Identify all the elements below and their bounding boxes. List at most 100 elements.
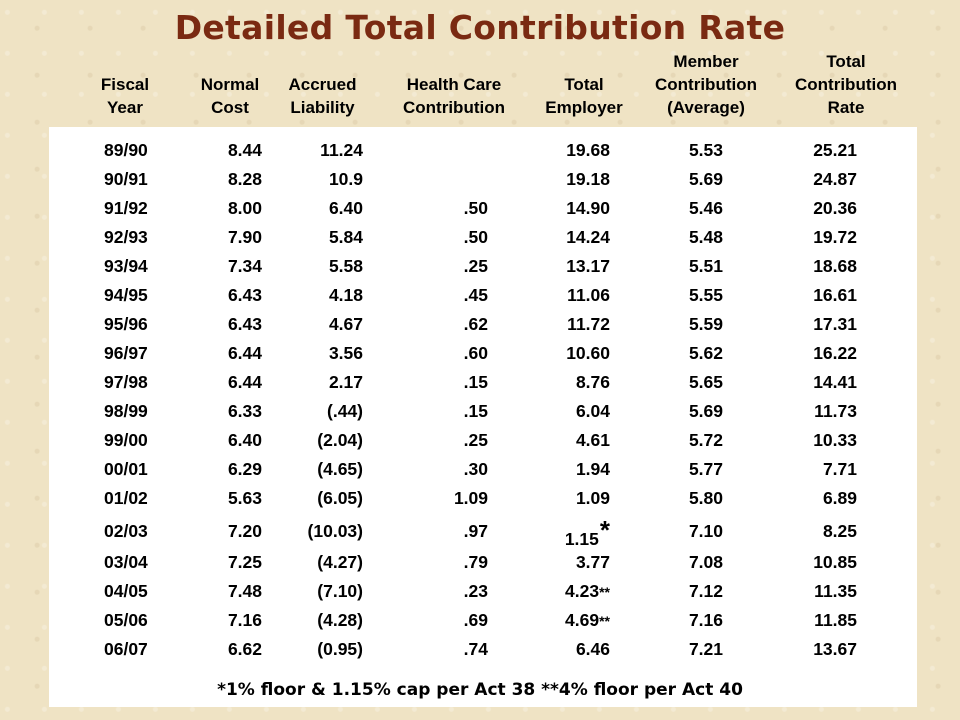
- header-normal-cost: Normal Cost: [200, 75, 260, 117]
- cell-normal-cost: 7.16: [227, 610, 262, 630]
- cell-fiscal-year: 93/94: [104, 256, 148, 276]
- cell-total-rate: 16.22: [813, 343, 857, 363]
- header-total-employer: Total Employer: [545, 75, 623, 117]
- cell-fiscal-year: 97/98: [104, 372, 148, 392]
- cell-health-care: .30: [463, 459, 488, 479]
- table-row: 99/00 6.40 (2.04) .25 4.61 5.72 10.33: [0, 430, 960, 460]
- cell-normal-cost: 6.43: [227, 314, 262, 334]
- cell-member-contribution: 7.10: [688, 521, 723, 541]
- footnote-marker: *: [599, 515, 610, 545]
- cell-member-contribution: 5.46: [688, 198, 723, 218]
- cell-accrued-liability: (10.03): [307, 521, 363, 541]
- cell-total-rate: 17.31: [813, 314, 857, 334]
- cell-normal-cost: 7.20: [227, 521, 262, 541]
- header-fiscal-year: Fiscal Year: [100, 75, 150, 117]
- cell-total-rate: 6.89: [822, 488, 857, 508]
- cell-accrued-liability: (4.27): [317, 552, 363, 572]
- cell-fiscal-year: 91/92: [104, 198, 148, 218]
- cell-member-contribution: 7.08: [688, 552, 723, 572]
- cell-accrued-liability: 3.56: [328, 343, 363, 363]
- cell-total-employer: 11.06: [567, 285, 610, 305]
- cell-member-contribution: 7.16: [688, 610, 723, 630]
- cell-total-employer: 6.46: [575, 639, 610, 659]
- cell-fiscal-year: 98/99: [104, 401, 148, 421]
- cell-total-employer: 4.69**: [565, 610, 610, 630]
- cell-health-care: .50: [463, 227, 488, 247]
- cell-total-employer: 13.17: [566, 256, 610, 276]
- cell-total-rate: 7.71: [822, 459, 857, 479]
- footnote-marker: **: [599, 613, 610, 629]
- table-row: 92/93 7.90 5.84 .50 14.24 5.48 19.72: [0, 227, 960, 257]
- cell-member-contribution: 5.77: [688, 459, 723, 479]
- cell-total-rate: 14.41: [813, 372, 857, 392]
- cell-normal-cost: 6.29: [227, 459, 262, 479]
- cell-health-care: .25: [463, 256, 488, 276]
- cell-normal-cost: 6.44: [227, 372, 262, 392]
- cell-fiscal-year: 02/03: [104, 521, 148, 541]
- cell-member-contribution: 5.80: [688, 488, 723, 508]
- cell-member-contribution: 5.69: [688, 169, 723, 189]
- table-row: 02/03 7.20 (10.03) .97 1.15* 7.10 8.25: [0, 515, 960, 551]
- cell-accrued-liability: 2.17: [328, 372, 363, 392]
- cell-total-rate: 11.85: [814, 610, 857, 630]
- cell-total-rate: 16.61: [813, 285, 857, 305]
- cell-member-contribution: 5.59: [688, 314, 723, 334]
- cell-fiscal-year: 01/02: [104, 488, 148, 508]
- cell-health-care: .74: [463, 639, 488, 659]
- cell-total-employer: 4.61: [575, 430, 610, 450]
- cell-health-care: 1.09: [453, 488, 488, 508]
- cell-fiscal-year: 04/05: [104, 581, 148, 601]
- cell-fiscal-year: 99/00: [104, 430, 148, 450]
- cell-member-contribution: 5.51: [688, 256, 723, 276]
- table-row: 93/94 7.34 5.58 .25 13.17 5.51 18.68: [0, 256, 960, 286]
- table-row: 01/02 5.63 (6.05) 1.09 1.09 5.80 6.89: [0, 488, 960, 518]
- cell-health-care: .23: [463, 581, 488, 601]
- cell-accrued-liability: 6.40: [328, 198, 363, 218]
- cell-total-rate: 25.21: [813, 140, 857, 160]
- cell-health-care: .15: [463, 372, 488, 392]
- cell-health-care: .50: [463, 198, 488, 218]
- cell-total-employer: 19.68: [566, 140, 610, 160]
- cell-normal-cost: 7.34: [227, 256, 262, 276]
- cell-member-contribution: 5.72: [688, 430, 723, 450]
- cell-health-care: .69: [463, 610, 488, 630]
- header-total-rate: Total Contribution Rate: [795, 52, 897, 117]
- table-row: 05/06 7.16 (4.28) .69 4.69** 7.16 11.85: [0, 610, 960, 640]
- cell-total-rate: 24.87: [813, 169, 857, 189]
- cell-accrued-liability: (0.95): [317, 639, 363, 659]
- cell-normal-cost: 7.90: [227, 227, 262, 247]
- cell-accrued-liability: (7.10): [317, 581, 363, 601]
- table-row: 04/05 7.48 (7.10) .23 4.23** 7.12 11.35: [0, 581, 960, 611]
- cell-total-rate: 19.72: [813, 227, 857, 247]
- footnote-marker: **: [599, 584, 610, 600]
- cell-member-contribution: 7.12: [688, 581, 723, 601]
- cell-fiscal-year: 06/07: [104, 639, 148, 659]
- cell-total-rate: 11.35: [814, 581, 857, 601]
- cell-accrued-liability: (4.65): [317, 459, 363, 479]
- cell-total-rate: 8.25: [822, 521, 857, 541]
- cell-accrued-liability: (6.05): [317, 488, 363, 508]
- cell-total-employer: 4.23**: [565, 581, 610, 601]
- cell-health-care: .62: [463, 314, 488, 334]
- cell-member-contribution: 5.55: [688, 285, 723, 305]
- cell-member-contribution: 5.69: [688, 401, 723, 421]
- cell-normal-cost: 8.00: [227, 198, 262, 218]
- table-row: 98/99 6.33 (.44) .15 6.04 5.69 11.73: [0, 401, 960, 431]
- cell-fiscal-year: 95/96: [104, 314, 148, 334]
- cell-fiscal-year: 96/97: [104, 343, 148, 363]
- cell-health-care: .45: [463, 285, 488, 305]
- table-row: 90/91 8.28 10.9 19.18 5.69 24.87: [0, 169, 960, 199]
- cell-fiscal-year: 03/04: [104, 552, 148, 572]
- header-accrued-liability: Accrued Liability: [288, 75, 357, 117]
- cell-normal-cost: 6.44: [227, 343, 262, 363]
- cell-member-contribution: 5.48: [688, 227, 723, 247]
- table-row: 03/04 7.25 (4.27) .79 3.77 7.08 10.85: [0, 552, 960, 582]
- cell-fiscal-year: 94/95: [104, 285, 148, 305]
- cell-accrued-liability: 5.84: [328, 227, 363, 247]
- cell-total-employer: 1.09: [575, 488, 610, 508]
- header-member-contribution: Member Contribution (Average): [655, 52, 757, 117]
- cell-health-care: .60: [463, 343, 488, 363]
- cell-total-employer: 1.15*: [564, 515, 610, 549]
- cell-normal-cost: 8.44: [227, 140, 262, 160]
- cell-accrued-liability: (2.04): [317, 430, 363, 450]
